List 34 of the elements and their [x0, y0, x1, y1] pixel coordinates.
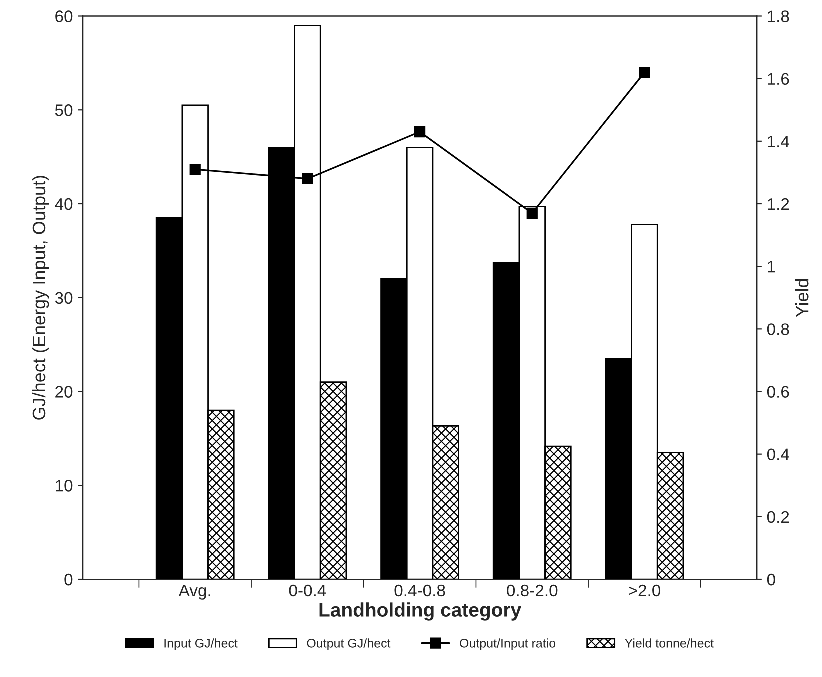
legend-label: Output GJ/hect: [307, 638, 391, 650]
y-tick-label: 20: [56, 386, 73, 398]
point: [414, 126, 426, 138]
y2-tick-label: 1.6: [768, 73, 790, 86]
y-tick-label: 50: [55, 104, 73, 116]
x-tick-label: Avg.: [178, 584, 210, 600]
y2-tick-label: 0.2: [767, 511, 790, 524]
legend-label: Yield tonne/hect: [625, 638, 714, 648]
point: [639, 67, 650, 78]
y-axis-title: GJ/hect (Energy Input, Output): [32, 176, 50, 420]
y-tick-label: 30: [55, 292, 73, 304]
y2-tick-label: 1.4: [768, 136, 790, 148]
legend-label: Output/Input ratio: [460, 638, 556, 650]
x-tick-label: 0-0.4: [289, 584, 326, 597]
y-tick-label: 40: [55, 198, 73, 210]
x-tick-label: 0.4-0.8: [394, 584, 446, 597]
y2-tick-label: 1.2: [768, 198, 790, 210]
point: [190, 164, 201, 176]
x-tick-label: >2.0: [629, 584, 661, 597]
y-tick-label: 10: [56, 480, 73, 492]
y2-axis-title: Yield: [796, 279, 809, 318]
y-tick-label: 0: [64, 574, 73, 586]
y-tick-label: 60: [56, 10, 73, 22]
x-axis-title: Landholding category: [320, 602, 522, 621]
point: [526, 208, 538, 219]
y2-tick-label: 0.6: [767, 386, 790, 398]
y2-tick-label: 0.4: [767, 448, 790, 461]
x-tick-label: 0.8-2.0: [507, 584, 558, 597]
point: [302, 173, 314, 185]
y2-tick-label: 1.8: [768, 10, 790, 22]
y2-tick-label: 0.8: [767, 324, 790, 336]
y2-tick-label: 0: [767, 574, 776, 586]
legend-label: Input GJ/hect: [164, 638, 238, 650]
y2-tick-label: 1: [768, 261, 776, 273]
